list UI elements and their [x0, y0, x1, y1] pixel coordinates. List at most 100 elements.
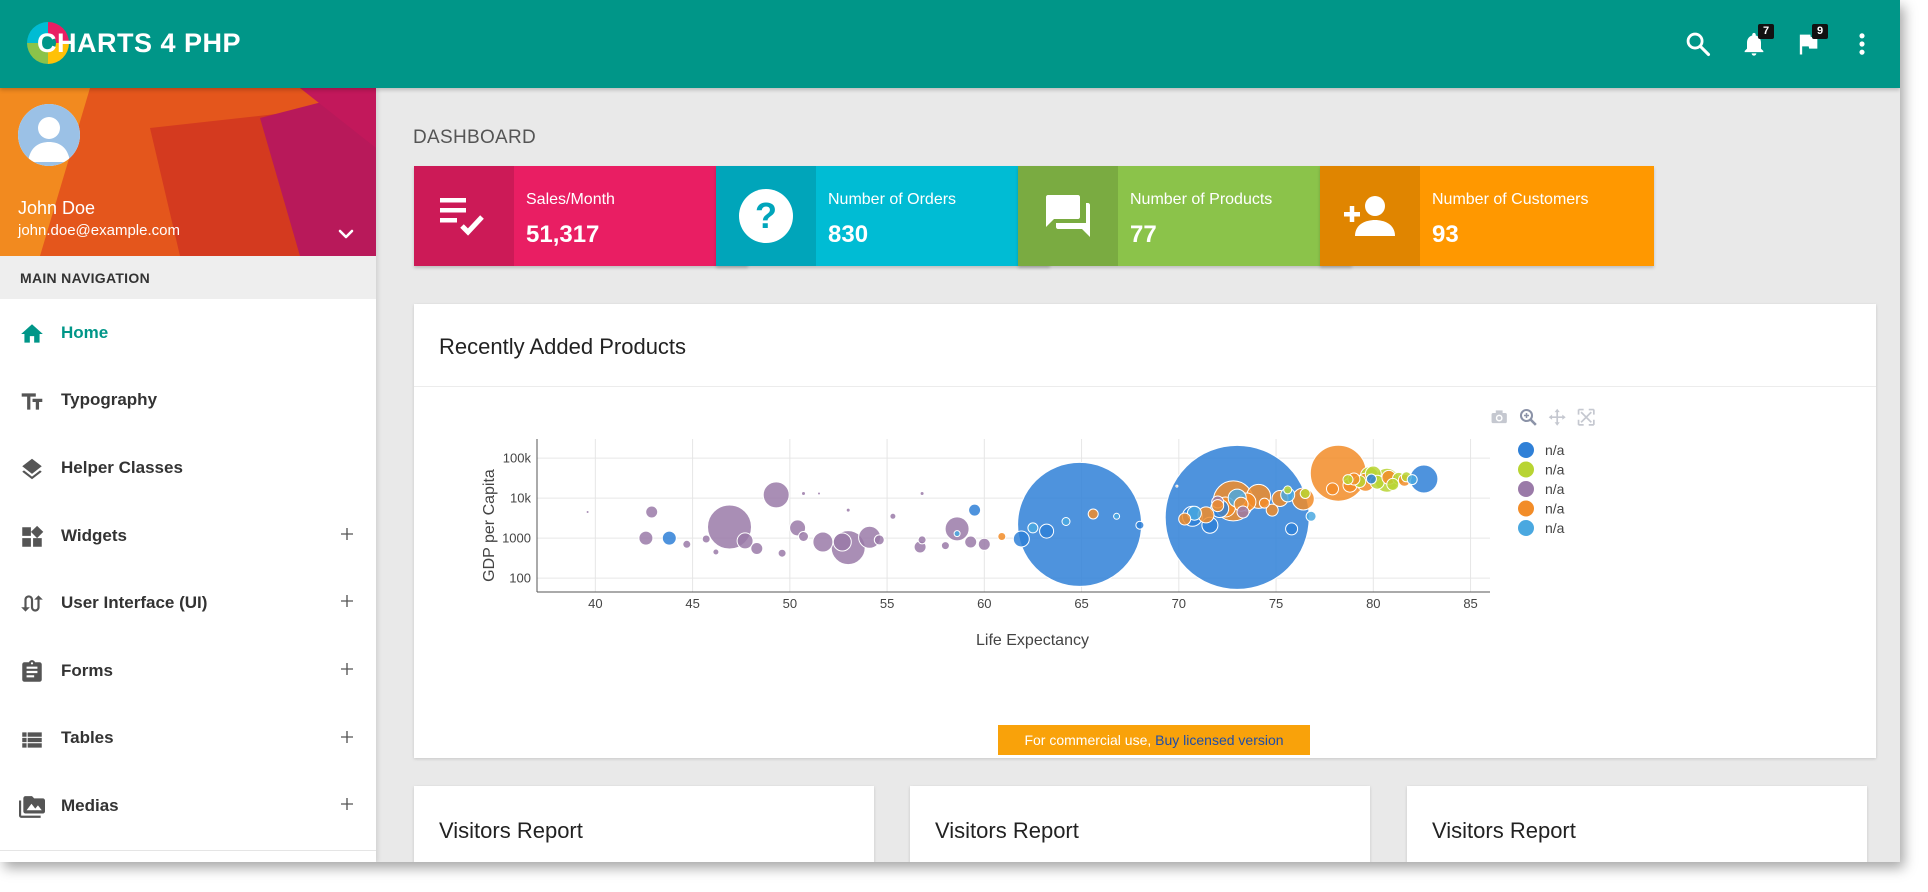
bubble-point[interactable]: [1386, 477, 1400, 491]
expand-plus-icon[interactable]: [338, 525, 356, 543]
sidebar-item-forms[interactable]: Forms: [0, 637, 376, 705]
bubble-point[interactable]: [1285, 522, 1299, 536]
bubble-point[interactable]: [817, 491, 821, 496]
bubble-point[interactable]: [736, 532, 754, 550]
bubble-point[interactable]: [1175, 484, 1179, 488]
expand-plus-icon[interactable]: [338, 592, 356, 610]
sidebar-item-home[interactable]: Home: [0, 299, 376, 367]
bubble-point[interactable]: [1406, 474, 1418, 486]
bubble-point[interactable]: [750, 542, 764, 555]
bubble-point[interactable]: [1027, 522, 1039, 534]
legend-label[interactable]: n/a: [1545, 481, 1565, 497]
expand-plus-icon[interactable]: [338, 728, 356, 746]
pan-icon[interactable]: [1548, 408, 1566, 426]
info-box-icon-area: ?: [716, 166, 816, 266]
bubble-point[interactable]: [812, 531, 834, 553]
legend-marker[interactable]: [1518, 500, 1534, 517]
avatar[interactable]: [18, 104, 80, 166]
bubble-point[interactable]: [1061, 517, 1071, 526]
zoom-icon[interactable]: [1519, 408, 1537, 426]
info-box-number-of-products[interactable]: Number of Products 77: [1018, 166, 1352, 266]
legend-label[interactable]: n/a: [1545, 442, 1565, 458]
legend-marker[interactable]: [1518, 481, 1534, 497]
legend-label[interactable]: n/a: [1545, 462, 1565, 478]
bubble-point[interactable]: [638, 530, 654, 546]
bubble-point[interactable]: [845, 507, 851, 513]
sidebar-item-helper-classes[interactable]: Helper Classes: [0, 434, 376, 502]
legend-marker[interactable]: [1518, 442, 1534, 458]
bubble-point[interactable]: [1326, 482, 1339, 496]
bubble-chart[interactable]: 40 45 50 55 60 65 70 75 80 85 100 1000 10k 100k Life E…: [414, 387, 1876, 758]
buy-license-link[interactable]: Buy licensed version: [1155, 732, 1284, 748]
bubble-point[interactable]: [1299, 488, 1311, 499]
notifications-button[interactable]: 7: [1740, 24, 1774, 58]
bubble-point[interactable]: [968, 503, 982, 517]
legend-label[interactable]: n/a: [1545, 520, 1565, 536]
bubble-point[interactable]: [1236, 505, 1250, 519]
bubble-point[interactable]: [777, 548, 787, 558]
bubble-point[interactable]: [798, 531, 809, 542]
bubble-point[interactable]: [964, 535, 978, 549]
y-tick-label: 100k: [503, 451, 532, 466]
bubble-point[interactable]: [645, 505, 659, 519]
camera-icon[interactable]: [1491, 410, 1507, 424]
bubble-point[interactable]: [1258, 497, 1270, 509]
info-box-value: 93: [1432, 221, 1459, 248]
visitors-report-card: Visitors Report: [1407, 786, 1867, 862]
bubble-point[interactable]: [1342, 474, 1354, 486]
bubble-point[interactable]: [1305, 510, 1317, 522]
info-box-icon-area: [414, 166, 514, 266]
search-button[interactable]: [1684, 30, 1712, 58]
legend-marker[interactable]: [1518, 461, 1534, 478]
bubble-point[interactable]: [1087, 508, 1099, 520]
expand-plus-icon[interactable]: [338, 795, 356, 813]
info-box-sales-month[interactable]: Sales/Month 51,317: [414, 166, 748, 266]
expand-plus-icon[interactable]: [338, 660, 356, 678]
bubble-point[interactable]: [661, 530, 677, 546]
bubble-point[interactable]: [1113, 512, 1121, 520]
more-options-button[interactable]: [1848, 30, 1876, 58]
bubble-point[interactable]: [873, 534, 885, 546]
info-box-number-of-customers[interactable]: Number of Customers 93: [1320, 166, 1654, 266]
info-box-number-of-orders[interactable]: ? Number of Orders 830: [716, 166, 1050, 266]
bubble-point[interactable]: [953, 530, 961, 538]
bubble-point[interactable]: [1178, 512, 1192, 526]
search-icon: [1686, 32, 1711, 57]
bubble-point[interactable]: [832, 532, 852, 552]
bubble-point[interactable]: [944, 516, 970, 542]
user-menu-toggle[interactable]: [334, 222, 358, 246]
bubble-point[interactable]: [1135, 520, 1145, 530]
bubble-point[interactable]: [889, 512, 897, 520]
flags-button[interactable]: 9: [1794, 24, 1828, 58]
bubble-point[interactable]: [585, 510, 590, 514]
sidebar-item-medias[interactable]: Medias: [0, 772, 376, 840]
bubble-point[interactable]: [977, 537, 991, 551]
sidebar-divider: [0, 850, 376, 851]
sidebar-item-widgets[interactable]: Widgets: [0, 502, 376, 570]
legend-marker[interactable]: [1518, 520, 1534, 536]
bubble-point[interactable]: [1309, 444, 1367, 502]
bubble-point[interactable]: [997, 532, 1007, 541]
bubble-point[interactable]: [682, 539, 692, 549]
bubble-point[interactable]: [1365, 473, 1377, 485]
bubble-point[interactable]: [1265, 503, 1279, 517]
legend-label[interactable]: n/a: [1545, 501, 1565, 517]
sidebar-item-user-interface-ui[interactable]: User Interface (UI): [0, 569, 376, 637]
bubble-point[interactable]: [1039, 523, 1055, 539]
bubble-point[interactable]: [1283, 485, 1293, 495]
bubble-point[interactable]: [917, 535, 927, 545]
sidebar-item-label: User Interface (UI): [61, 593, 208, 613]
bubble-point[interactable]: [801, 491, 806, 496]
bubble-point[interactable]: [1012, 530, 1030, 548]
bubble-point[interactable]: [712, 548, 720, 556]
bubble-point[interactable]: [1211, 499, 1225, 513]
bubble-point[interactable]: [762, 481, 790, 509]
autoscale-icon[interactable]: [1577, 408, 1595, 426]
sidebar-item-typography[interactable]: Typography: [0, 367, 376, 435]
bubble-point[interactable]: [919, 491, 925, 496]
bubble-point[interactable]: [701, 534, 711, 544]
logo[interactable]: CHARTS 4 PHP: [27, 22, 241, 64]
bubble-point[interactable]: [940, 541, 950, 551]
y-tick-label: 10k: [510, 491, 531, 506]
sidebar-item-tables[interactable]: Tables: [0, 705, 376, 773]
